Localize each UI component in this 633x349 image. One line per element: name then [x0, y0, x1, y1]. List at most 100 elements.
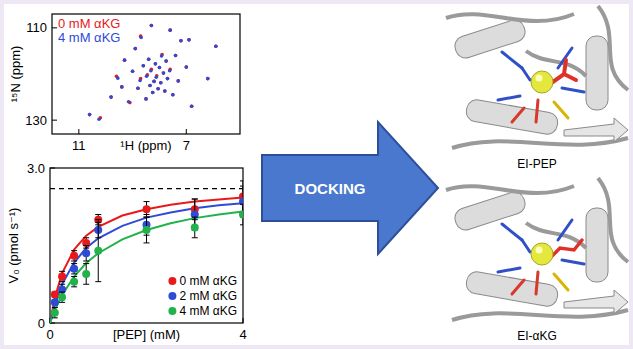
point [239, 211, 243, 219]
error-bar-cap [83, 284, 89, 285]
error-bar-cap [192, 217, 198, 218]
error-bar-cap [59, 292, 65, 293]
loop [598, 178, 628, 262]
point [239, 198, 243, 206]
error-bar-cap [83, 261, 89, 262]
residue-stick [522, 68, 530, 80]
point [147, 57, 151, 61]
point [51, 291, 59, 299]
residue-stick [562, 88, 584, 92]
point [144, 97, 148, 101]
point [154, 62, 158, 66]
point [154, 62, 158, 66]
point [138, 79, 142, 83]
x-tick-label: 0 [46, 327, 53, 342]
point [187, 38, 191, 42]
helix [586, 208, 608, 282]
point [51, 298, 59, 306]
error-bar-cap [95, 214, 101, 215]
error-bar [240, 204, 243, 225]
residue-stick [536, 100, 538, 122]
point [168, 69, 172, 73]
point [51, 309, 59, 317]
error-bar-cap [59, 281, 65, 282]
error-bar-cap [95, 281, 101, 282]
error-bar-cap [83, 245, 89, 246]
loop [598, 6, 628, 90]
point [148, 84, 152, 88]
point [58, 273, 66, 281]
error-bar-cap [240, 186, 243, 187]
error-bar-cap [240, 224, 243, 225]
structure-label: EI-PEP [517, 157, 556, 171]
loop [452, 310, 628, 320]
point [131, 69, 135, 73]
y-tick-label: 3.0 [27, 161, 45, 176]
ligand [550, 60, 576, 84]
structure [446, 178, 628, 320]
x-tick-label: 11 [72, 138, 86, 153]
x-tick [243, 318, 244, 323]
point [145, 75, 149, 79]
point [58, 285, 66, 293]
error-bar [144, 217, 150, 243]
error-bar-cap [192, 199, 198, 200]
point [97, 117, 101, 121]
point [88, 113, 92, 117]
point [206, 77, 210, 81]
chart: 117110130¹H (ppm)¹⁵N (ppm)0 mM αKG4 mM α… [8, 14, 240, 153]
point [127, 100, 131, 104]
residue-stick [536, 272, 538, 294]
error-bar-cap [192, 237, 198, 238]
legend-marker [168, 292, 176, 300]
point [162, 71, 166, 75]
point [160, 54, 164, 58]
point [131, 69, 135, 73]
fit-line [50, 197, 243, 323]
residue-stick [558, 220, 572, 240]
error-bar [71, 251, 77, 261]
error-bar-cap [83, 237, 89, 238]
error-bar-cap [192, 199, 198, 200]
helix [465, 270, 559, 308]
point [184, 65, 188, 69]
residue-stick [512, 108, 524, 122]
metal-ion [531, 243, 553, 265]
legend-label: 4 mM αKG [179, 304, 237, 318]
point [171, 93, 175, 97]
error-bar-cap [83, 263, 89, 264]
point [156, 87, 160, 91]
residue-stick [502, 52, 522, 68]
error-bar-cap [95, 219, 101, 220]
error-bar-cap [71, 273, 77, 274]
point [94, 247, 102, 255]
point [206, 77, 210, 81]
error-bar-cap [144, 201, 150, 202]
residue-stick [522, 240, 530, 252]
x-axis-title: [PEP] (mM) [113, 327, 180, 342]
y-tick-label: 110 [26, 20, 47, 35]
error-bar-cap [240, 180, 243, 181]
point [109, 95, 113, 99]
arrow: DOCKING [262, 122, 438, 254]
error-bar [52, 308, 58, 318]
arrow-label: DOCKING [295, 180, 366, 197]
loop [452, 138, 628, 148]
error-bar-cap [52, 317, 58, 318]
error-bar-cap [144, 242, 150, 243]
point [158, 66, 162, 70]
error-bar [83, 246, 89, 262]
y-tick [50, 168, 55, 169]
point [187, 38, 191, 42]
residue-stick [498, 96, 520, 100]
error-bar-cap [59, 284, 65, 285]
point [184, 65, 188, 69]
y-tick [52, 27, 57, 28]
frame [52, 14, 240, 134]
residue-stick [554, 102, 568, 118]
y-axis-title: ¹⁵N (ppm) [8, 46, 23, 103]
ligand [550, 240, 582, 258]
point [152, 80, 156, 84]
x-tick [186, 129, 187, 134]
point [191, 223, 199, 231]
